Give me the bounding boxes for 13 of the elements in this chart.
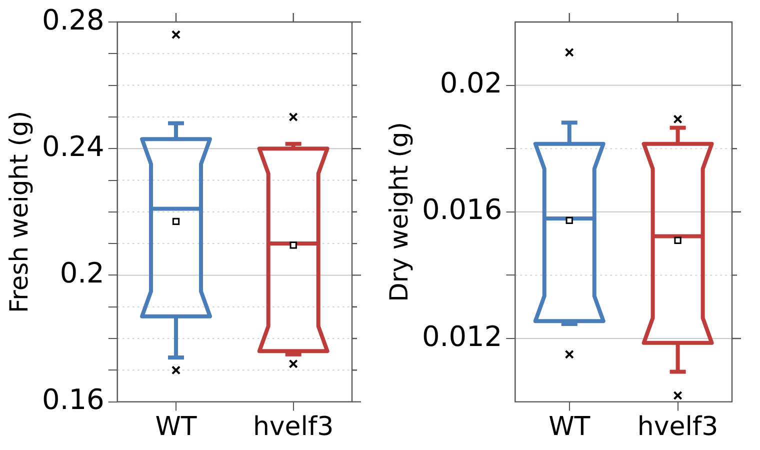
y-tick-label: 0.24 <box>42 130 104 163</box>
y-tick-label: 0.16 <box>42 383 104 416</box>
x-tick-label: WT <box>548 412 590 442</box>
x-tick-label: hvelf3 <box>637 412 718 442</box>
y-axis-title: Dry weight (g) <box>384 122 414 302</box>
y-tick-label: 0.2 <box>60 256 104 290</box>
x-tick-label: hvelf3 <box>252 412 334 442</box>
y-tick-label: 0.02 <box>440 66 502 100</box>
y-tick-label: 0.28 <box>42 3 104 36</box>
y-tick-label: 0.016 <box>422 193 502 226</box>
y-axis-title: Fresh weight (g) <box>4 110 34 313</box>
x-tick-label: WT <box>155 412 197 442</box>
y-tick-label: 0.012 <box>422 320 502 353</box>
